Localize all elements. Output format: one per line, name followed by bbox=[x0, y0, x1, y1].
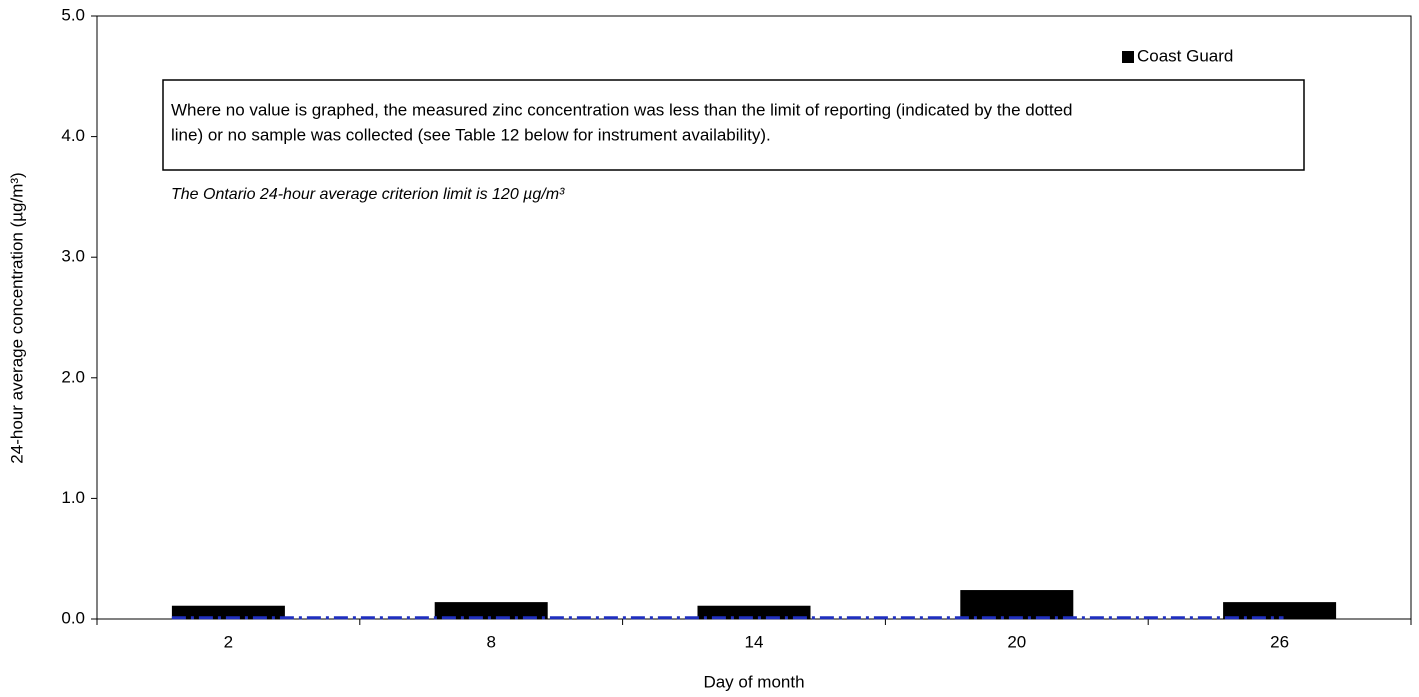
bar bbox=[960, 590, 1074, 619]
x-tick-label: 8 bbox=[486, 632, 495, 651]
y-tick-label: 3.0 bbox=[61, 247, 85, 266]
bar bbox=[697, 605, 811, 619]
annotation-box bbox=[162, 79, 1305, 171]
legend-swatch bbox=[1122, 51, 1134, 63]
y-axis-title: 24-hour average concentration (µg/m³) bbox=[7, 172, 26, 463]
y-tick-label: 4.0 bbox=[61, 126, 85, 145]
y-tick-label: 2.0 bbox=[61, 367, 85, 386]
x-tick-label: 20 bbox=[1007, 632, 1026, 651]
x-tick-label: 14 bbox=[745, 632, 764, 651]
y-tick-label: 0.0 bbox=[61, 608, 85, 627]
annotation-line: line) or no sample was collected (see Ta… bbox=[171, 125, 771, 144]
x-tick-label: 2 bbox=[224, 632, 233, 651]
bar bbox=[1223, 602, 1337, 619]
y-tick-label: 5.0 bbox=[61, 5, 85, 24]
bar bbox=[434, 602, 548, 619]
criterion-note: The Ontario 24-hour average criterion li… bbox=[171, 186, 565, 203]
bar bbox=[171, 605, 285, 619]
legend-label: Coast Guard bbox=[1137, 46, 1233, 65]
y-tick-label: 1.0 bbox=[61, 488, 85, 507]
x-axis-title: Day of month bbox=[703, 672, 804, 691]
x-tick-label: 26 bbox=[1270, 632, 1289, 651]
annotation-line: Where no value is graphed, the measured … bbox=[171, 100, 1073, 119]
